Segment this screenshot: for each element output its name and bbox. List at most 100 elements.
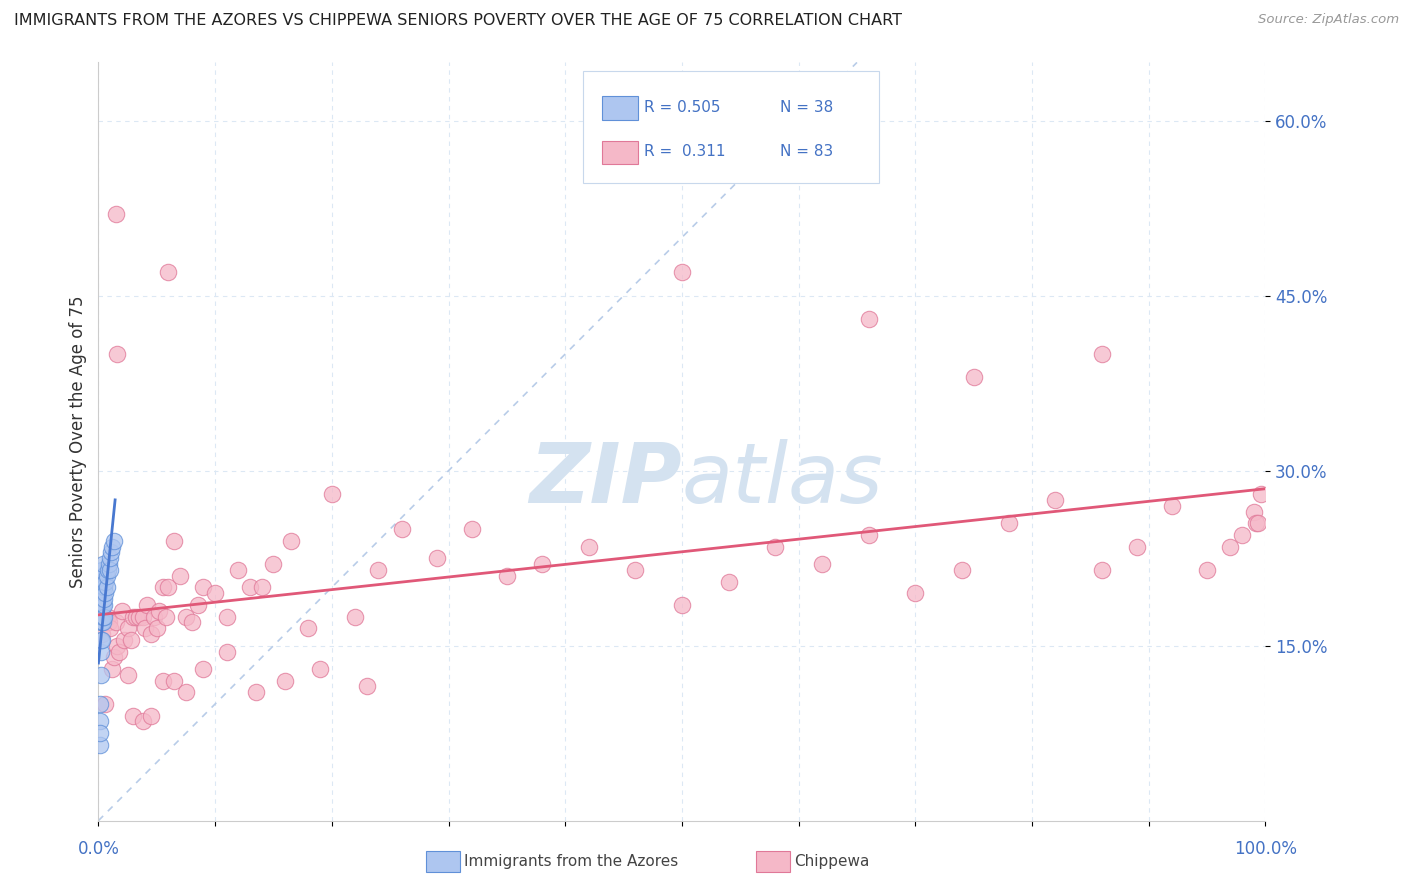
Point <box>89 697 111 711</box>
Point <box>108 644 131 658</box>
Point <box>530 557 553 571</box>
Point <box>90 568 112 582</box>
Point <box>90 644 112 658</box>
Point <box>91 615 114 630</box>
Point <box>215 609 238 624</box>
Text: R =  0.311: R = 0.311 <box>644 145 725 159</box>
Point <box>122 609 145 624</box>
Point <box>91 568 114 582</box>
Point <box>157 265 180 279</box>
Point <box>104 207 127 221</box>
Point <box>1244 516 1267 531</box>
Point <box>117 621 139 635</box>
Point <box>717 574 740 589</box>
Point <box>187 598 209 612</box>
Point <box>671 265 693 279</box>
Point <box>1219 540 1241 554</box>
Point <box>94 574 117 589</box>
Point <box>1161 499 1184 513</box>
Point <box>111 604 134 618</box>
Point <box>1091 347 1114 361</box>
Text: N = 38: N = 38 <box>780 100 834 114</box>
Point <box>426 551 449 566</box>
Point <box>962 370 984 384</box>
Text: Chippewa: Chippewa <box>794 855 870 869</box>
Point <box>1250 487 1272 501</box>
Point <box>496 568 519 582</box>
Point <box>763 540 786 554</box>
Point <box>96 568 118 582</box>
Text: atlas: atlas <box>682 439 883 520</box>
Point <box>1230 528 1253 542</box>
Point <box>274 673 297 688</box>
Point <box>97 563 120 577</box>
Point <box>125 609 148 624</box>
Point <box>1045 492 1067 507</box>
Point <box>90 627 112 641</box>
Point <box>90 632 112 647</box>
Point <box>950 563 973 577</box>
Point <box>89 738 111 752</box>
Point <box>858 528 880 542</box>
Point <box>624 563 647 577</box>
Point <box>90 604 112 618</box>
Point <box>163 673 186 688</box>
Point <box>90 609 112 624</box>
Point <box>1091 563 1114 577</box>
Point <box>228 563 250 577</box>
Point <box>120 632 142 647</box>
Text: Source: ZipAtlas.com: Source: ZipAtlas.com <box>1258 13 1399 27</box>
Point <box>132 609 155 624</box>
Point <box>134 621 156 635</box>
Point <box>136 598 159 612</box>
Point <box>112 632 135 647</box>
Point <box>1126 540 1149 554</box>
Point <box>174 609 197 624</box>
Point <box>146 621 169 635</box>
Point <box>103 533 125 548</box>
Point <box>152 580 174 594</box>
Point <box>93 580 115 594</box>
Point <box>344 609 367 624</box>
Point <box>152 673 174 688</box>
Point <box>93 598 115 612</box>
Point <box>93 609 115 624</box>
Text: R = 0.505: R = 0.505 <box>644 100 720 114</box>
Point <box>98 551 121 566</box>
Point <box>671 598 693 612</box>
Point <box>90 668 112 682</box>
Point <box>578 540 600 554</box>
Point <box>94 697 117 711</box>
Point <box>91 609 114 624</box>
Point <box>239 580 262 594</box>
Point <box>997 516 1019 531</box>
Point <box>1195 563 1218 577</box>
Point <box>180 615 202 630</box>
Point <box>90 615 112 630</box>
Point <box>98 621 121 635</box>
Point <box>262 557 284 571</box>
Point <box>117 668 139 682</box>
Point <box>811 557 834 571</box>
Point <box>461 522 484 536</box>
Text: 100.0%: 100.0% <box>1234 839 1296 857</box>
Point <box>280 533 302 548</box>
Point <box>297 621 319 635</box>
Point <box>93 592 115 607</box>
Point <box>100 545 122 559</box>
Point <box>90 598 112 612</box>
Point <box>101 662 124 676</box>
Point <box>105 639 128 653</box>
Point <box>193 662 215 676</box>
Text: 0.0%: 0.0% <box>77 839 120 857</box>
Point <box>904 586 927 600</box>
Y-axis label: Seniors Poverty Over the Age of 75: Seniors Poverty Over the Age of 75 <box>69 295 87 588</box>
Point <box>309 662 332 676</box>
Point <box>245 685 267 699</box>
Point <box>139 627 162 641</box>
Point <box>128 609 150 624</box>
Point <box>163 533 186 548</box>
Point <box>250 580 273 594</box>
Point <box>90 615 112 630</box>
Point <box>155 609 177 624</box>
